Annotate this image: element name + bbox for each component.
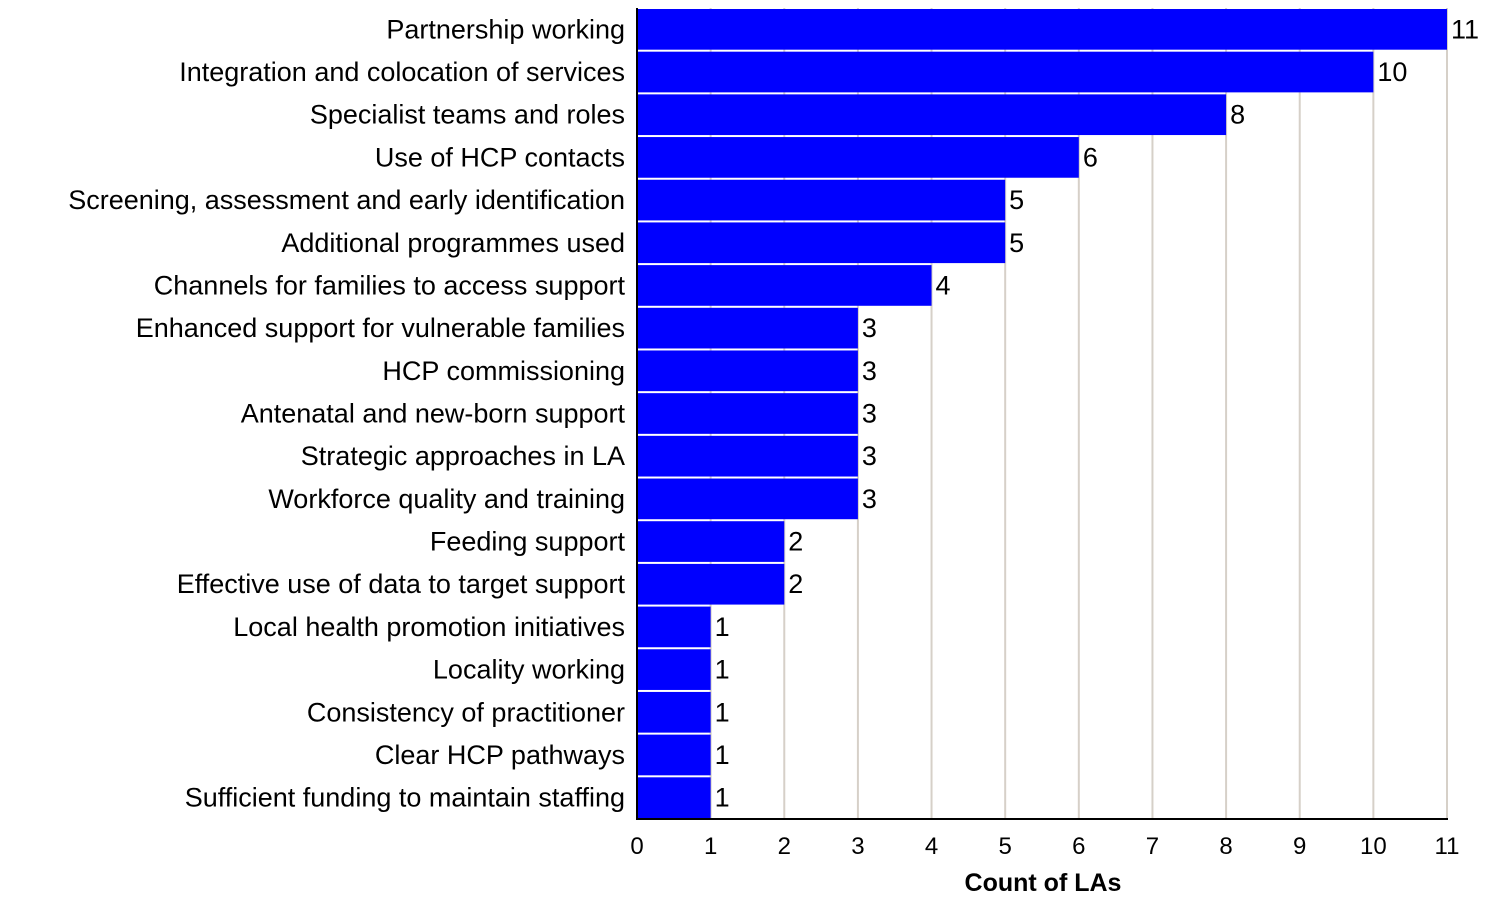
x-tick-label: 9	[1293, 833, 1306, 860]
bar	[637, 94, 1227, 136]
bar	[637, 606, 711, 648]
category-label: Partnership working	[386, 14, 625, 44]
x-axis-title: Count of LAs	[965, 869, 1122, 897]
data-label: 3	[862, 441, 877, 471]
bar	[637, 478, 858, 520]
category-label: Use of HCP contacts	[375, 142, 625, 172]
data-label: 3	[862, 399, 877, 429]
category-label: Specialist teams and roles	[310, 100, 625, 130]
bar	[637, 137, 1079, 178]
x-tick-label: 6	[1072, 833, 1085, 860]
bar	[637, 265, 932, 306]
bar	[637, 777, 711, 818]
data-label: 2	[788, 569, 803, 599]
category-label: Enhanced support for vulnerable families	[136, 313, 625, 343]
data-label: 3	[862, 356, 877, 386]
data-label: 1	[715, 740, 730, 770]
data-label: 2	[788, 527, 803, 557]
category-labels: Partnership working Integration and coloc…	[68, 14, 625, 812]
category-label: Additional programmes used	[281, 228, 625, 258]
x-tick-label: 2	[778, 833, 791, 860]
x-tick-label: 0	[630, 833, 643, 860]
category-label: Screening, assessment and early identifi…	[68, 185, 625, 215]
x-tick-label: 8	[1219, 833, 1232, 860]
bar	[637, 649, 711, 690]
x-tick-label: 7	[1146, 833, 1159, 860]
data-label: 1	[715, 612, 730, 642]
data-label: 4	[936, 270, 951, 300]
bar	[637, 563, 785, 605]
category-label: Integration and colocation of services	[179, 57, 625, 87]
bars	[637, 9, 1447, 818]
x-tick-label: 1	[704, 833, 717, 860]
category-label: Feeding support	[430, 527, 626, 557]
bar	[637, 435, 858, 477]
data-label: 10	[1377, 57, 1407, 87]
bar	[637, 51, 1374, 93]
bar	[637, 222, 1006, 264]
x-tick-labels: 0 1 2 3 4 5 6 7 8 9 10 11	[630, 833, 1459, 860]
data-label: 3	[862, 313, 877, 343]
category-label: HCP commissioning	[382, 356, 625, 386]
category-label: Effective use of data to target support	[177, 569, 626, 599]
x-tick-label: 4	[925, 833, 938, 860]
category-label: Consistency of practitioner	[307, 697, 625, 727]
bar	[637, 691, 711, 733]
bar	[637, 9, 1447, 50]
data-label: 11	[1451, 14, 1479, 44]
bar	[637, 734, 711, 776]
x-tick-label: 10	[1360, 833, 1387, 860]
bar	[637, 521, 785, 562]
data-label: 5	[1009, 185, 1024, 215]
x-tick-label: 5	[999, 833, 1012, 860]
category-label: Channels for families to access support	[154, 270, 626, 300]
category-label: Clear HCP pathways	[375, 740, 625, 770]
category-label: Strategic approaches in LA	[301, 441, 625, 471]
axes	[636, 8, 1448, 820]
data-label: 1	[715, 783, 730, 813]
bar	[637, 350, 858, 392]
data-label: 5	[1009, 228, 1024, 258]
data-label: 8	[1230, 100, 1245, 130]
data-label: 1	[715, 655, 730, 685]
category-label: Locality working	[433, 655, 625, 685]
data-label: 3	[862, 484, 877, 514]
bar	[637, 179, 1006, 221]
bar	[637, 393, 858, 434]
category-label: Antenatal and new-born support	[241, 399, 626, 429]
data-label: 1	[715, 697, 730, 727]
category-label: Workforce quality and training	[268, 484, 625, 514]
data-label: 6	[1083, 142, 1098, 172]
category-label: Local health promotion initiatives	[233, 612, 625, 642]
x-tick-label: 11	[1435, 833, 1460, 860]
x-tick-label: 3	[851, 833, 864, 860]
category-label: Sufficient funding to maintain staffing	[185, 783, 625, 813]
bar	[637, 307, 858, 349]
